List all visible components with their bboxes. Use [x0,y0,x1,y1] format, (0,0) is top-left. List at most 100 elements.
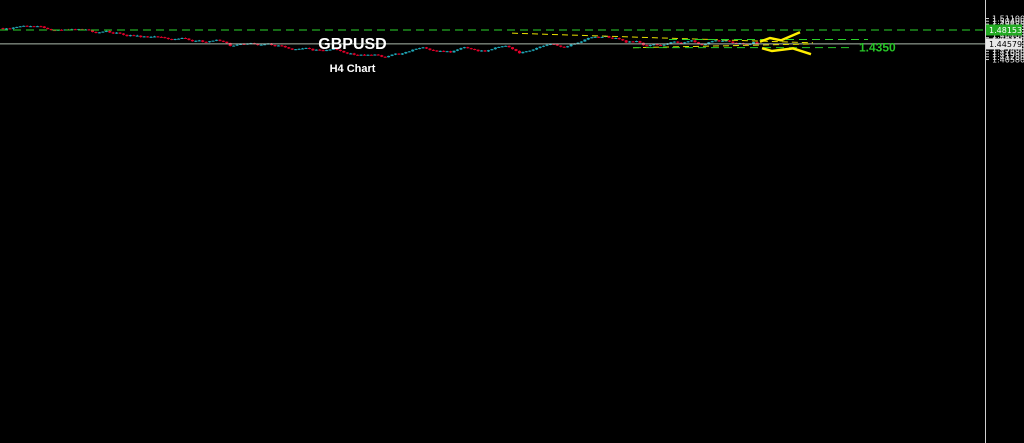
candle [634,40,638,43]
candle [497,46,501,48]
candle-body [486,50,490,52]
candle [125,34,129,37]
candle [528,50,532,52]
candle-body [314,49,318,51]
candle [177,38,181,40]
candle [545,44,549,47]
candle [276,45,280,47]
candle [566,45,570,48]
candle-body [414,48,418,50]
candle-body [483,50,487,52]
current-price-tag: 1.44579 [986,38,1022,50]
candle-body [287,47,291,49]
candle [672,41,676,43]
candle-body [363,54,367,56]
candle [607,35,611,39]
candle [280,44,284,47]
candle [393,53,397,56]
candle-body [183,38,187,39]
candle-body [228,43,232,46]
chart-title: GBPUSD [318,36,387,53]
candle-body [325,50,329,52]
candle [390,54,394,57]
candle [8,27,12,30]
candle [686,41,690,43]
bullish-projection-zigzag [759,31,801,43]
candle [97,32,101,34]
candle-body [459,48,463,50]
candle-body [714,40,718,42]
candle [221,40,225,43]
candle-body [504,45,508,47]
candle [579,41,583,44]
candle [349,52,353,55]
candle-body [29,26,33,28]
candle-body [163,37,167,39]
candle [318,49,322,51]
candle-body [655,44,659,46]
candle [366,54,370,56]
candle-body [369,54,373,56]
candle-body [690,40,694,42]
candle-body [442,50,446,52]
candle-body [683,42,687,44]
candle [710,40,714,43]
candle-body [259,44,263,46]
candle [101,31,105,33]
candle [232,45,236,47]
candle [717,40,721,42]
candle-body [214,39,218,41]
candle [335,48,339,51]
candle [363,54,367,56]
candle [283,45,287,48]
candle-body [332,48,336,50]
candle [438,50,442,52]
candle [359,54,363,56]
candle-body [49,29,53,31]
resistance-price-tag-bg [986,24,1022,36]
candle [590,37,594,39]
candle [459,47,463,51]
candle [373,54,377,56]
ascending-trendline [632,43,814,49]
candle [614,37,618,40]
candle-body [397,53,401,55]
candle [225,41,229,44]
candle [11,27,15,30]
candle-body [263,44,267,46]
candle-body [342,50,346,53]
candle [73,28,77,31]
candle-body [521,51,525,54]
candle [345,52,349,55]
candle-body [586,38,590,40]
candle [111,31,115,34]
candle-body [94,31,98,33]
resistance-price-label: 1.48153 [989,26,1022,35]
candle-body [118,32,122,34]
candle [218,39,222,42]
candle [294,48,298,51]
candle-body [524,51,528,53]
candle [727,40,731,43]
candle-body [424,47,428,49]
candle-body [531,49,535,51]
candle [411,49,415,52]
candle [235,44,239,47]
candle [507,45,511,48]
candle [659,44,663,47]
candle [122,33,126,36]
candle-body [197,40,201,42]
candle [676,41,680,44]
candle [638,40,642,44]
candle [328,49,332,51]
candle [645,44,649,47]
candle [338,49,342,52]
candle-body [590,37,594,39]
candle [400,53,404,56]
candle-body [703,44,707,46]
candle [142,36,146,38]
drawings-layer [511,31,868,56]
candle-body [535,47,539,50]
candle [118,32,122,35]
